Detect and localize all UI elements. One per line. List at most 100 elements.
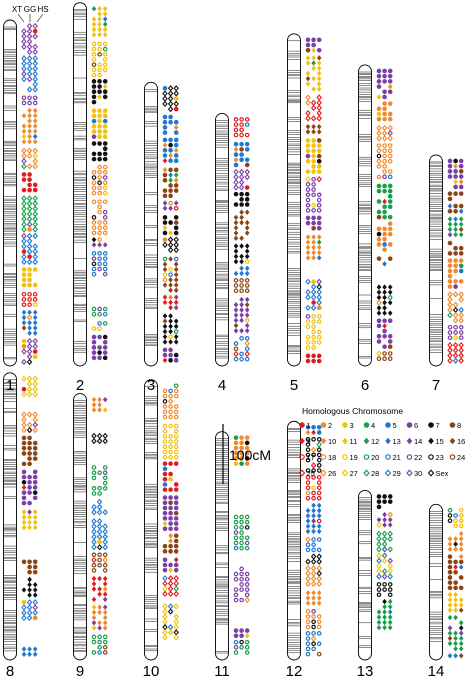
homology-marker bbox=[97, 180, 102, 186]
homology-marker bbox=[376, 609, 382, 615]
homology-marker bbox=[173, 562, 179, 568]
homology-marker bbox=[26, 152, 33, 160]
homology-marker bbox=[458, 226, 464, 233]
homology-marker bbox=[310, 635, 317, 642]
homology-marker bbox=[27, 581, 32, 588]
homology-marker bbox=[311, 429, 316, 436]
homology-marker bbox=[305, 429, 311, 436]
homology-marker bbox=[91, 486, 97, 491]
homology-marker bbox=[305, 47, 311, 53]
homology-marker bbox=[32, 338, 38, 345]
homology-marker bbox=[239, 545, 244, 551]
homology-marker bbox=[382, 310, 387, 316]
homology-marker bbox=[376, 573, 382, 580]
homology-marker bbox=[239, 587, 244, 592]
homology-marker bbox=[305, 234, 311, 240]
chromosome-body bbox=[144, 81, 158, 367]
homology-marker bbox=[447, 541, 453, 547]
homology-marker bbox=[376, 546, 382, 553]
homology-marker bbox=[239, 576, 244, 582]
homology-marker bbox=[244, 525, 250, 530]
homology-marker bbox=[311, 153, 316, 159]
homology-marker bbox=[453, 559, 458, 565]
homology-marker bbox=[173, 277, 179, 283]
legend-label: 8 bbox=[457, 421, 461, 430]
homology-marker bbox=[91, 141, 97, 146]
homology-marker bbox=[168, 230, 173, 236]
homology-marker bbox=[173, 590, 179, 598]
homology-marker bbox=[452, 347, 459, 354]
homology-marker bbox=[453, 536, 458, 542]
homology-marker bbox=[167, 629, 174, 636]
homology-marker bbox=[311, 523, 316, 529]
homology-marker bbox=[382, 604, 387, 610]
homology-marker bbox=[387, 614, 393, 620]
homology-marker bbox=[26, 338, 33, 345]
homology-marker bbox=[376, 199, 382, 204]
homology-marker bbox=[458, 352, 464, 359]
homology-marker bbox=[26, 599, 33, 606]
homology-marker bbox=[173, 567, 179, 573]
homology-marker bbox=[387, 351, 393, 356]
homology-marker bbox=[32, 354, 38, 360]
homology-marker bbox=[316, 278, 322, 285]
homology-marker bbox=[32, 386, 38, 393]
homology-marker bbox=[305, 314, 311, 319]
legend-label: Sex bbox=[436, 469, 449, 478]
homology-marker bbox=[453, 597, 458, 603]
homology-marker bbox=[173, 124, 179, 131]
homology-marker bbox=[97, 562, 102, 568]
homology-marker bbox=[458, 251, 464, 256]
homology-marker bbox=[162, 347, 168, 353]
homology-marker bbox=[173, 299, 179, 306]
homology-marker bbox=[239, 209, 244, 215]
homology-marker bbox=[173, 580, 179, 587]
homology-marker bbox=[387, 562, 393, 570]
homology-marker bbox=[387, 111, 393, 117]
homology-marker bbox=[97, 199, 102, 205]
homology-marker bbox=[387, 582, 393, 587]
legend-label: 24 bbox=[457, 453, 465, 462]
homology-marker bbox=[27, 592, 32, 598]
homology-marker bbox=[91, 94, 97, 100]
homology-marker bbox=[162, 634, 168, 641]
homology-marker bbox=[168, 538, 173, 544]
homology-marker bbox=[458, 324, 464, 330]
homology-marker bbox=[316, 255, 322, 261]
homology-marker bbox=[162, 334, 168, 340]
homology-marker bbox=[244, 535, 250, 541]
homology-marker bbox=[239, 122, 244, 127]
homology-marker bbox=[173, 482, 179, 487]
marker-bands bbox=[216, 438, 228, 654]
homology-marker bbox=[305, 619, 311, 625]
homology-marker bbox=[316, 528, 322, 535]
homology-marker bbox=[162, 629, 168, 636]
legend-item-15: 15 bbox=[428, 437, 444, 446]
homology-marker bbox=[27, 309, 32, 316]
homology-marker bbox=[305, 60, 311, 66]
homology-marker bbox=[91, 465, 97, 470]
legend-item-27: 27 bbox=[341, 469, 358, 478]
homology-marker bbox=[97, 21, 102, 27]
homology-marker bbox=[376, 339, 382, 344]
homology-marker bbox=[311, 215, 316, 221]
homology-marker bbox=[452, 357, 459, 364]
homology-marker bbox=[316, 580, 322, 587]
homology-marker bbox=[458, 184, 464, 190]
homology-markers bbox=[91, 6, 108, 361]
homology-marker bbox=[305, 81, 311, 87]
homology-marker bbox=[173, 339, 179, 345]
homology-marker bbox=[233, 346, 239, 352]
homology-marker bbox=[27, 277, 32, 283]
homology-marker bbox=[102, 644, 108, 650]
homology-marker bbox=[97, 350, 102, 355]
legend-marker-icon bbox=[428, 422, 434, 428]
homology-marker bbox=[97, 407, 102, 413]
homology-marker bbox=[458, 523, 464, 529]
homology-marker bbox=[102, 475, 108, 481]
homology-marker bbox=[305, 187, 311, 192]
homology-marker bbox=[453, 226, 458, 233]
homology-marker bbox=[239, 202, 244, 207]
homology-marker bbox=[447, 614, 453, 621]
homology-marker bbox=[21, 152, 27, 160]
